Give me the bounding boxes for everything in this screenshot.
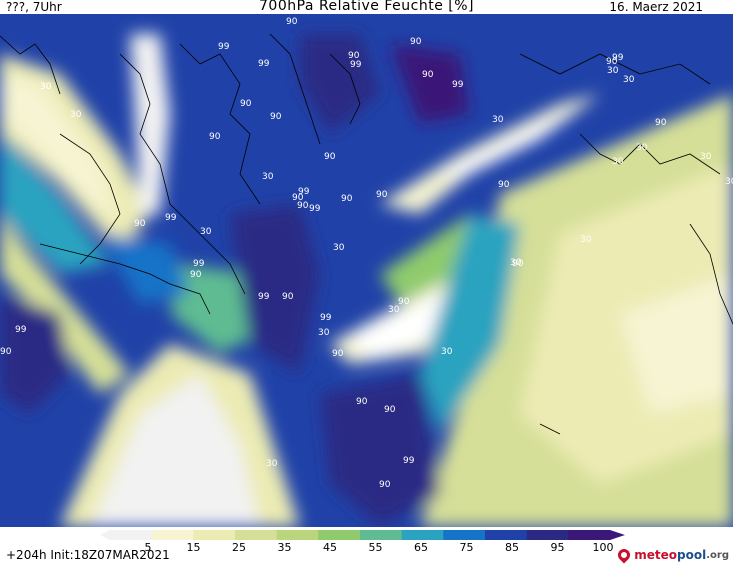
humidity-map: 9099999099909099909090999030309030909099… — [0, 14, 733, 527]
colorbar-segment — [151, 530, 194, 540]
colorbar-tick-label: 5 — [144, 541, 152, 554]
contour-label: 30 — [612, 157, 624, 167]
colorbar-tick-label: 75 — [459, 541, 474, 554]
colorbar-segment — [110, 530, 153, 540]
logo-meteo: meteo — [634, 548, 678, 562]
contour-label: 90 — [376, 190, 388, 200]
colorbar-segment — [443, 530, 486, 540]
logo-pool: pool — [677, 548, 707, 562]
valid-time-label: ???, 7Uhr — [6, 0, 62, 14]
contour-label: 30 — [266, 459, 278, 469]
map-title: 700hPa Relative Feuchte [%] — [259, 0, 474, 14]
colorbar-tick-label: 95 — [550, 541, 565, 554]
colorbar-segment — [401, 530, 444, 540]
contour-label: 90 — [341, 194, 353, 204]
contour-label: 90 — [655, 118, 667, 128]
contour-label: 99 — [612, 53, 624, 63]
contour-label: 99 — [258, 292, 270, 302]
contour-label: 90 — [384, 405, 396, 415]
logo-tld: .org — [706, 549, 729, 561]
contour-label: 30 — [262, 172, 274, 182]
contour-label: 90 — [356, 397, 368, 407]
contour-label: 30 — [333, 243, 345, 253]
contour-label: 99 — [258, 59, 270, 69]
colorbar-tick-label: 35 — [277, 541, 292, 554]
contour-label: 90 — [286, 17, 298, 27]
contour-label: 30 — [492, 115, 504, 125]
contour-label: 99 — [298, 187, 310, 197]
contour-label: 90 — [348, 51, 360, 61]
contour-label: 90 — [297, 201, 309, 211]
colorbar-segment — [235, 530, 278, 540]
contour-label: 90 — [134, 219, 146, 229]
contour-label: 30 — [441, 347, 453, 357]
contour-label: 99 — [193, 259, 205, 269]
contour-labels: 9099999099909099909090999030309030909099… — [0, 17, 733, 490]
colorbar-tick-label: 15 — [186, 541, 201, 554]
contour-label: 99 — [15, 325, 27, 335]
contour-label: 30 — [725, 177, 733, 187]
colorbar-tick-label: 65 — [414, 541, 428, 554]
colorbar-segment — [360, 530, 403, 540]
colorbar-segment — [318, 530, 361, 540]
contour-label: 99 — [218, 42, 230, 52]
contour-label: 99 — [350, 60, 362, 70]
colorbar-min-arrow — [100, 530, 110, 540]
contour-label: 30 — [607, 66, 619, 76]
colorbar-segment — [276, 530, 319, 540]
contour-label: 30 — [40, 82, 52, 92]
contour-label: 90 — [332, 349, 344, 359]
contour-label: 30 — [318, 328, 330, 338]
colorbar-segment — [485, 530, 528, 540]
contour-label: 90 — [498, 180, 510, 190]
date-label: 16. Maerz 2021 — [609, 0, 703, 14]
colorbar-segment — [526, 530, 569, 540]
colorbar-tick-label: 100 — [592, 541, 614, 554]
contour-label: 30 — [40, 82, 52, 92]
colorbar — [100, 530, 625, 540]
contour-label: 90 — [379, 480, 391, 490]
contour-label: 99 — [309, 204, 321, 214]
contour-label: 30 — [200, 227, 212, 237]
contour-label: 30 — [388, 305, 400, 315]
colorbar-tick-label: 85 — [505, 541, 519, 554]
colorbar-segment — [568, 530, 611, 540]
contour-label: 90 — [512, 259, 524, 269]
contour-label: 90 — [292, 193, 304, 203]
contour-label: 99 — [403, 456, 415, 466]
contour-label: 90 — [410, 37, 422, 47]
contour-label: 30 — [623, 75, 635, 85]
contour-label: 30 — [636, 143, 648, 153]
contour-label: 30 — [700, 152, 712, 162]
coastlines — [0, 33, 733, 435]
contour-label: 30 — [70, 110, 82, 120]
contour-label: 90 — [398, 297, 410, 307]
contour-label: 90 — [240, 99, 252, 109]
contour-label: 90 — [209, 132, 221, 142]
contour-label: 99 — [452, 80, 464, 90]
contour-label: 99 — [165, 213, 177, 223]
colorbar-tick-label: 55 — [368, 541, 383, 554]
contour-label: 90 — [606, 57, 618, 67]
colorbar-segment — [193, 530, 236, 540]
contour-label: 90 — [422, 70, 434, 80]
contour-label: 30 — [510, 258, 522, 268]
contour-label: 90 — [190, 270, 202, 280]
meteopool-logo: meteo pool .org — [615, 546, 729, 564]
run-info: +204h Init:18Z07MAR2021 — [6, 548, 170, 562]
contour-label: 30 — [580, 235, 592, 245]
contour-label: 90 — [270, 112, 282, 122]
contour-label: 90 — [282, 292, 294, 302]
humidity-field — [0, 34, 733, 527]
colorbar-max-arrow — [610, 530, 625, 540]
colorbar-tick-label: 25 — [232, 541, 246, 554]
contour-label: 99 — [320, 313, 332, 323]
map-pin-icon — [615, 546, 633, 564]
contour-label: 90 — [0, 347, 12, 357]
contour-label: 90 — [324, 152, 336, 162]
colorbar-tick-label: 45 — [323, 541, 337, 554]
